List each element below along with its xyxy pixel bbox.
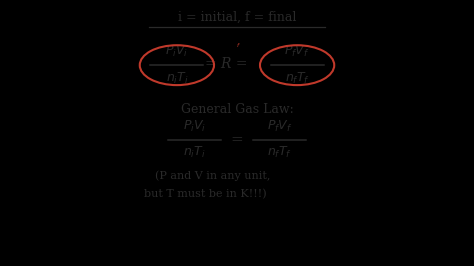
Text: $n_iT_i$: $n_iT_i$	[183, 146, 206, 160]
Text: $P_fV_f$: $P_fV_f$	[284, 44, 310, 59]
Text: $P_iV_i$: $P_iV_i$	[183, 119, 206, 134]
Text: $^f$: $^f$	[237, 44, 241, 52]
Text: =: =	[231, 133, 243, 147]
Text: $n_iT_i$: $n_iT_i$	[165, 71, 188, 86]
Text: $n_fT_f$: $n_fT_f$	[284, 71, 310, 86]
Text: $P_fV_f$: $P_fV_f$	[266, 119, 292, 134]
Text: = R =: = R =	[205, 57, 247, 71]
Text: (P and V in any unit,: (P and V in any unit,	[155, 170, 270, 181]
Text: but T must be in K!!!): but T must be in K!!!)	[144, 189, 266, 199]
Text: $n_fT_f$: $n_fT_f$	[267, 146, 292, 160]
Text: General Gas Law:: General Gas Law:	[181, 103, 293, 115]
Text: i = initial, f = final: i = initial, f = final	[178, 11, 296, 24]
Text: $P_iV_i$: $P_iV_i$	[165, 44, 189, 59]
